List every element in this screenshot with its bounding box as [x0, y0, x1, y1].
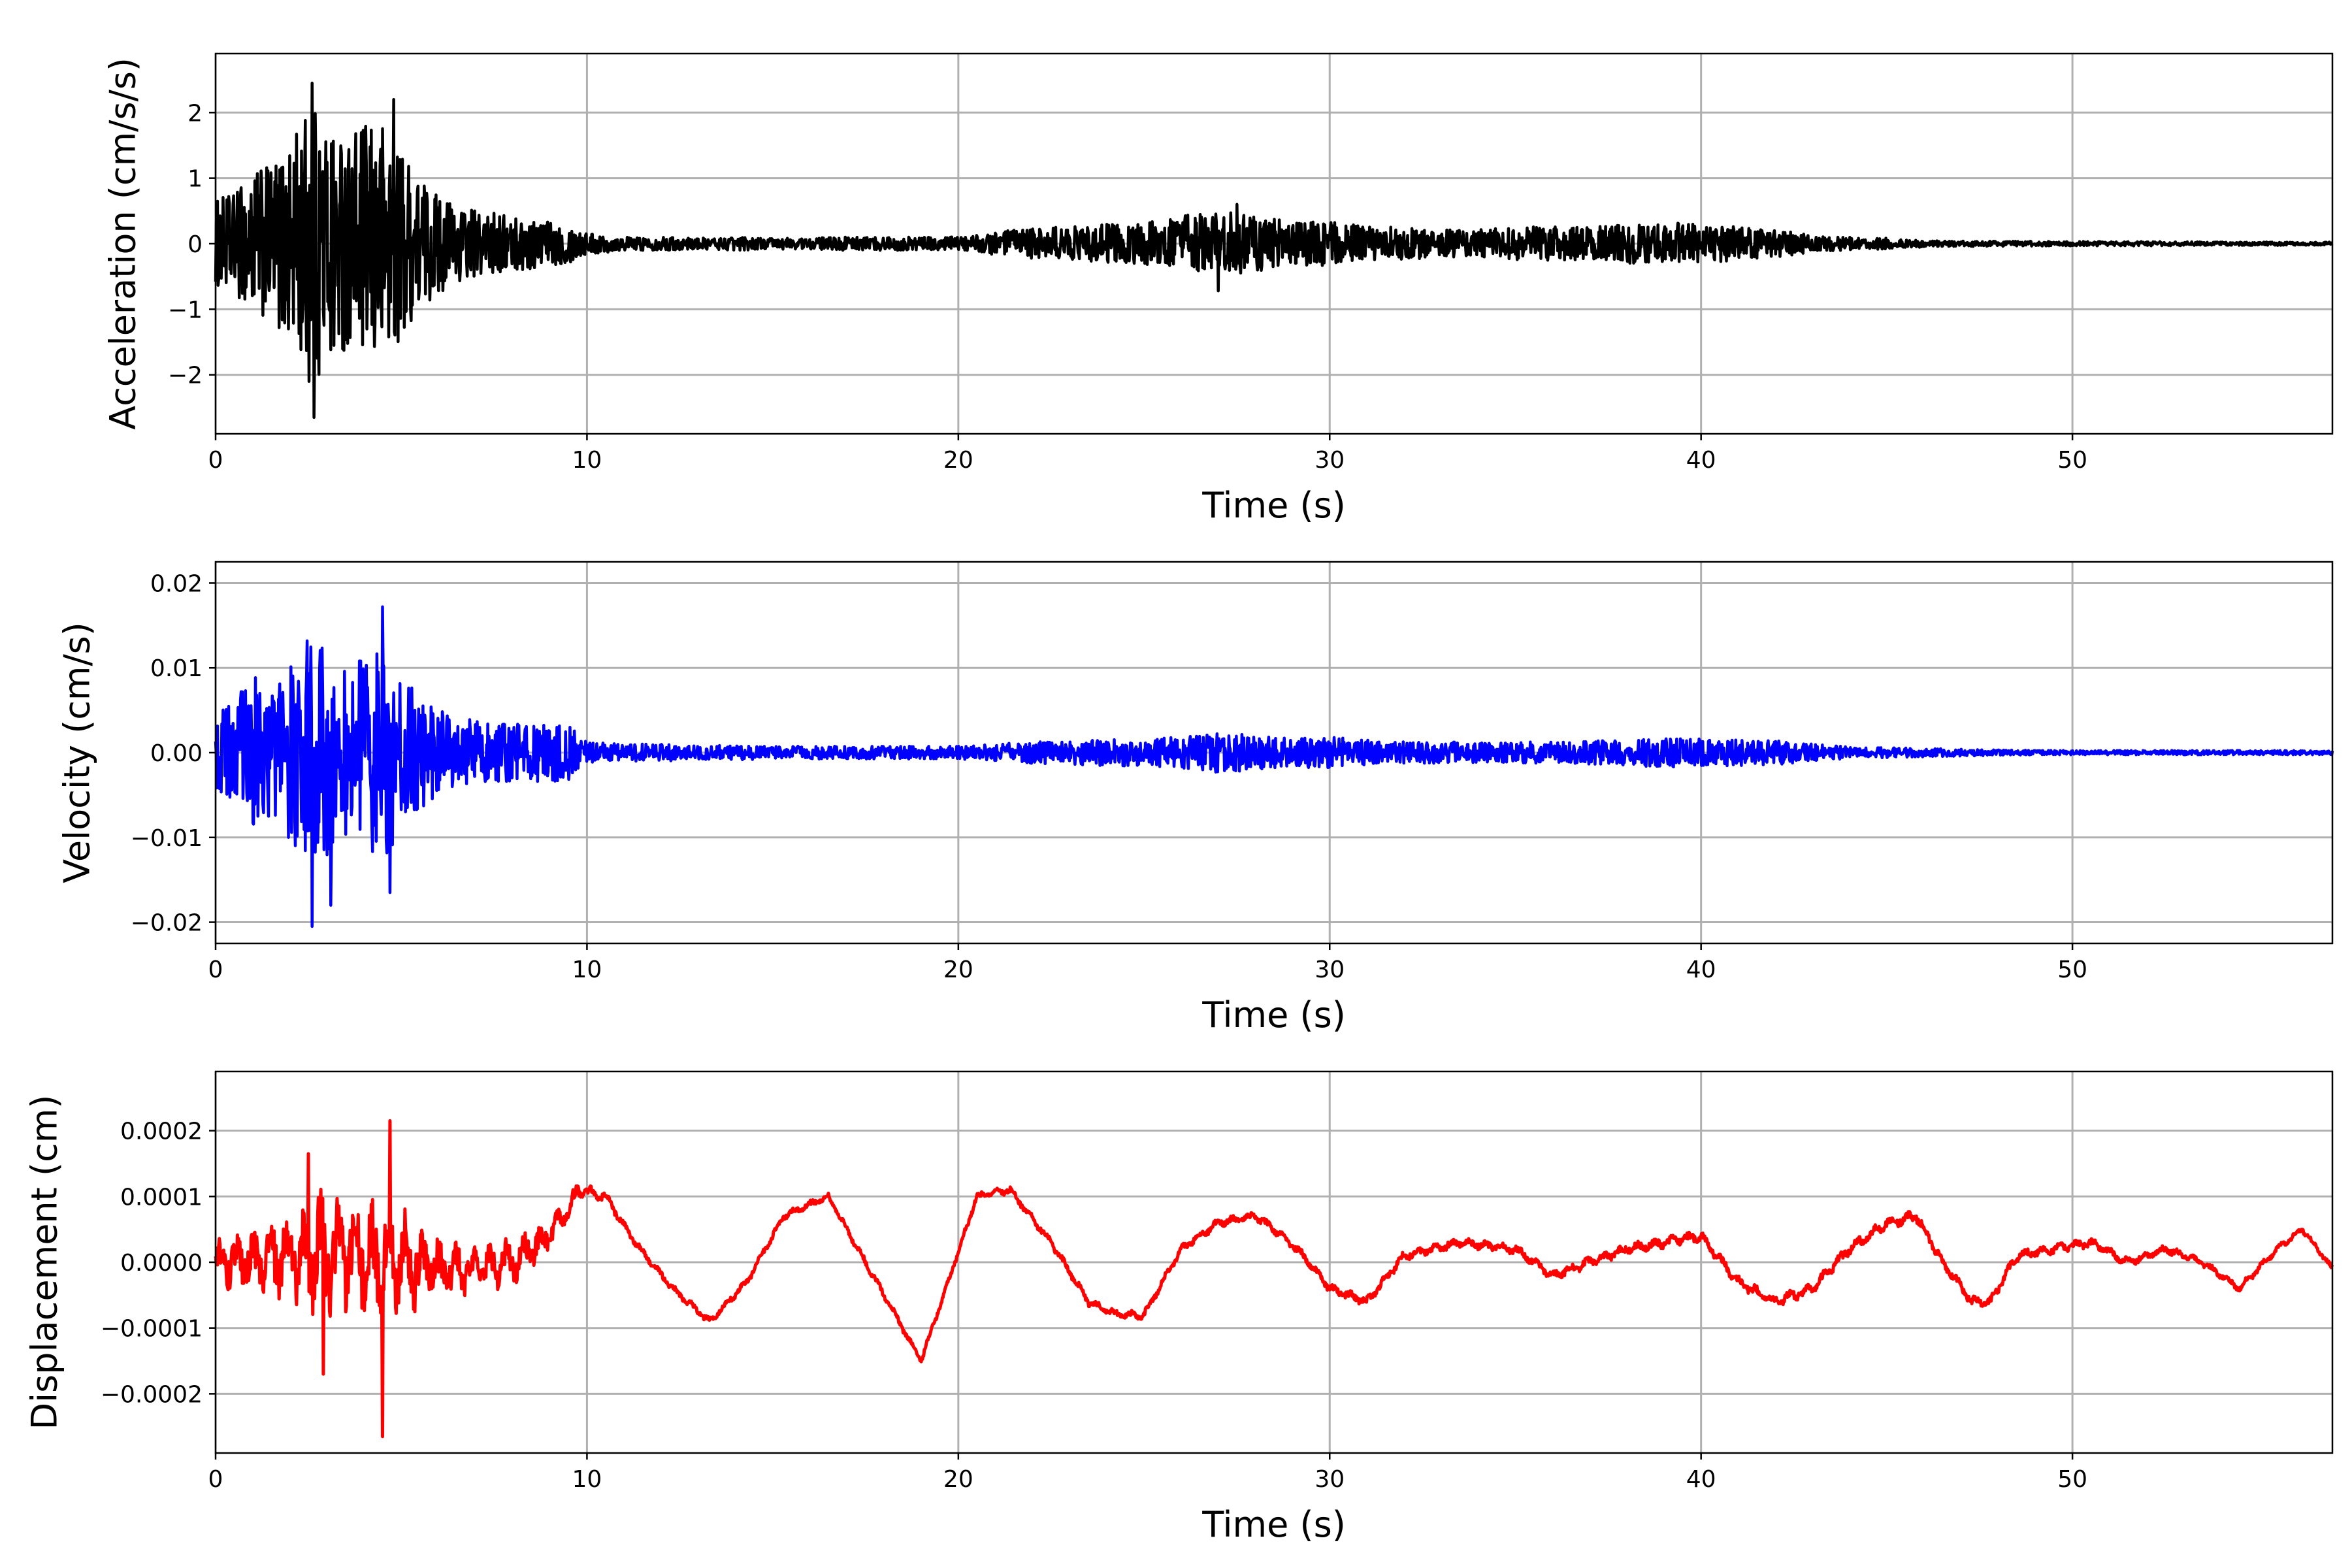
velocity-x-tick-label: 30	[1315, 956, 1345, 983]
displacement-y-tick-label: 0.0002	[120, 1119, 203, 1145]
displacement-x-tick-label: 40	[1686, 1466, 1716, 1493]
acceleration-panel: 0 10 20 30 40 50 210−1−2 Time (s) Acceleratio…	[103, 52, 2334, 526]
displacement-y-tick-label: −0.0002	[101, 1381, 203, 1408]
velocity-x-tick-label: 50	[2057, 956, 2087, 983]
acceleration-x-tick-label: 50	[2057, 447, 2087, 474]
acceleration-x-tick-label: 20	[943, 447, 973, 474]
displacement-y-tick-label: 0.0001	[120, 1184, 203, 1211]
displacement-y-tick-label: −0.0001	[101, 1316, 203, 1343]
acceleration-x-tick-label: 40	[1686, 447, 1716, 474]
velocity-trace	[214, 605, 2334, 928]
displacement-x-tick-label: 50	[2057, 1466, 2087, 1493]
acceleration-y-tick-label: 2	[188, 100, 203, 127]
velocity-y-tick-label: 0.01	[150, 655, 203, 682]
velocity-y-tick-label: −0.01	[131, 825, 203, 852]
velocity-y-tick-label: −0.02	[131, 910, 203, 937]
acceleration-x-axis-label: Time (s)	[1201, 485, 1346, 526]
acceleration-trace	[214, 81, 2334, 419]
velocity-x-tick-label: 40	[1686, 956, 1716, 983]
displacement-y-tick-labels: 0.0002 0.0001 0.0000 −0.0001 −0.0002	[101, 1119, 203, 1409]
acceleration-x-tick-label: 0	[208, 447, 223, 474]
acceleration-ticks	[209, 112, 2074, 440]
displacement-x-tick-label: 10	[572, 1466, 602, 1493]
acceleration-y-tick-label: 1	[188, 166, 203, 193]
acceleration-y-axis-label: Acceleration (cm/s/s)	[103, 57, 144, 430]
displacement-x-tick-label: 0	[208, 1466, 223, 1493]
acceleration-x-tick-labels: 0 10 20 30 40 50	[208, 447, 2087, 474]
displacement-y-tick-label: 0.0000	[120, 1250, 203, 1277]
displacement-x-tick-label: 20	[943, 1466, 973, 1493]
velocity-panel: 0 10 20 30 40 50 0.02 0.01 0.00 −0.01 −0.02 Time …	[57, 561, 2334, 1036]
displacement-x-axis-label: Time (s)	[1201, 1504, 1346, 1545]
displacement-y-axis-label: Displacement (cm)	[24, 1095, 65, 1430]
velocity-x-tick-labels: 0 10 20 30 40 50	[208, 956, 2087, 983]
displacement-panel: 0 10 20 30 40 50 0.0002 0.0001 0.0000 −0.0001 −0.…	[24, 1070, 2334, 1545]
acceleration-y-tick-label: 0	[188, 231, 203, 258]
acceleration-y-tick-label: −1	[168, 297, 203, 323]
velocity-x-tick-label: 20	[943, 956, 973, 983]
displacement-x-tick-labels: 0 10 20 30 40 50	[208, 1466, 2087, 1493]
acceleration-y-tick-labels: 2 1 0 −1 −2	[168, 100, 203, 389]
acceleration-y-tick-label: −2	[168, 363, 203, 389]
acceleration-x-tick-label: 30	[1315, 447, 1345, 474]
displacement-ticks	[209, 1130, 2074, 1460]
velocity-y-tick-labels: 0.02 0.01 0.00 −0.01 −0.02	[131, 570, 203, 936]
velocity-y-tick-label: 0.02	[150, 570, 203, 597]
velocity-y-tick-label: 0.00	[150, 740, 203, 767]
velocity-x-tick-label: 0	[208, 956, 223, 983]
displacement-x-tick-label: 30	[1315, 1466, 1345, 1493]
acceleration-x-tick-label: 10	[572, 447, 602, 474]
velocity-y-axis-label: Velocity (cm/s)	[57, 622, 98, 883]
velocity-ticks	[209, 582, 2074, 950]
displacement-trace	[214, 1119, 2334, 1439]
velocity-x-axis-label: Time (s)	[1201, 994, 1346, 1036]
velocity-x-tick-label: 10	[572, 956, 602, 983]
